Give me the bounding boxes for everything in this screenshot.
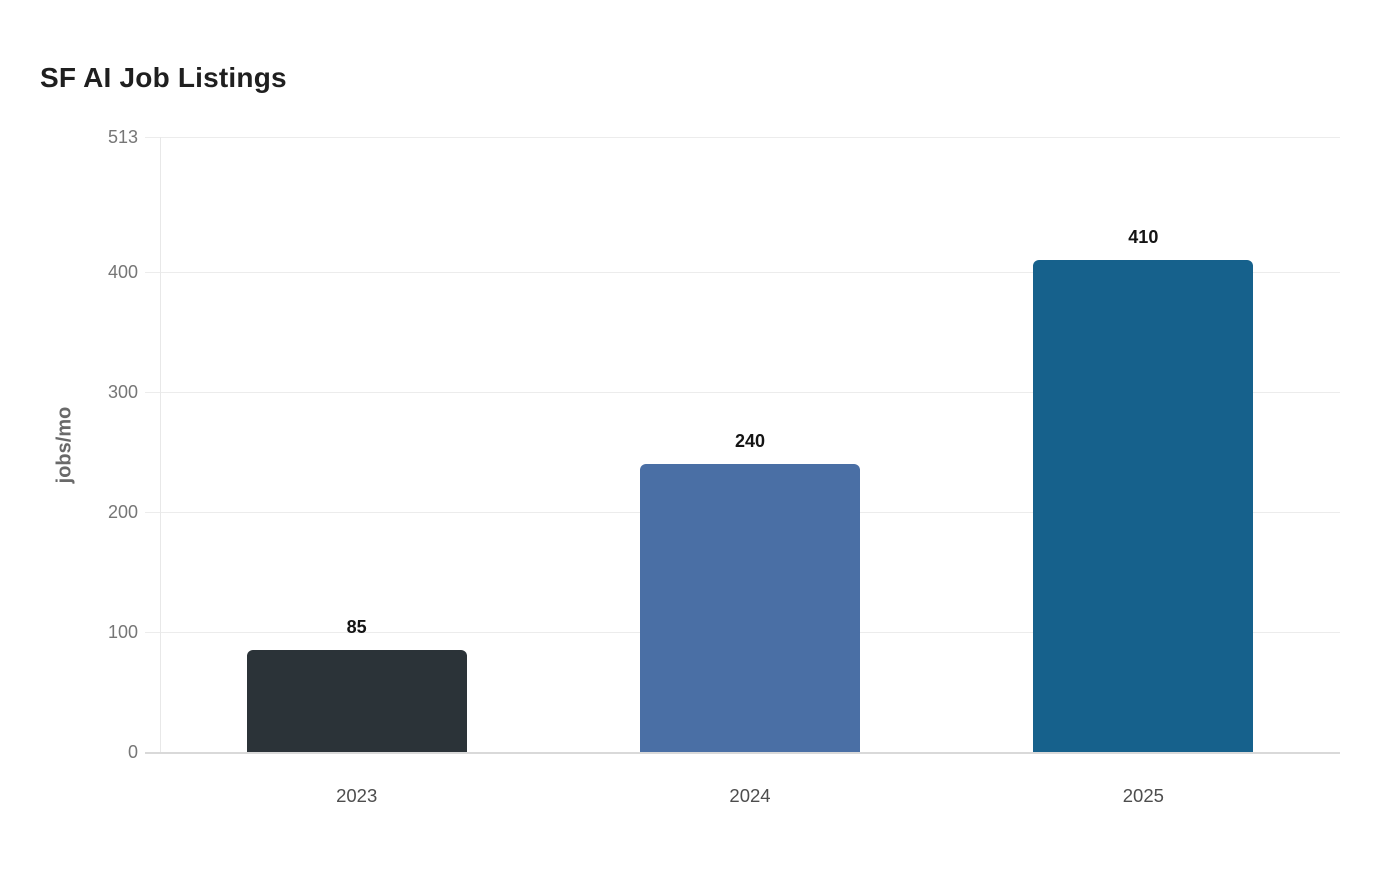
ytick-label-0: 0 [127, 742, 138, 762]
bar-2024 [640, 464, 860, 752]
xtick-label-2023: 2023 [336, 785, 378, 806]
gridline-300 [145, 392, 1340, 394]
ytick-label-300: 300 [107, 382, 138, 403]
value-label-2024: 240 [734, 431, 766, 452]
ytick-label-100: 100 [107, 622, 138, 643]
gridline-0 [145, 752, 1340, 754]
y-axis-title: jobs/mo [53, 406, 76, 484]
value-label-2025: 410 [1128, 227, 1159, 248]
chart-title: SF AI Job Listings [40, 62, 287, 93]
bar-2023 [246, 650, 467, 752]
gridline-400 [145, 272, 1340, 274]
xtick-label-2025: 2025 [1122, 785, 1164, 806]
value-label-2023: 85 [346, 617, 367, 638]
bar-2025 [1033, 260, 1254, 752]
y-axis-line [160, 137, 161, 752]
ytick-label-200: 200 [107, 502, 138, 523]
xtick-label-2024: 2024 [729, 785, 771, 806]
ytick-label-513: 513 [107, 127, 138, 147]
gridline-513 [145, 137, 1340, 138]
ytick-label-400: 400 [107, 262, 138, 283]
